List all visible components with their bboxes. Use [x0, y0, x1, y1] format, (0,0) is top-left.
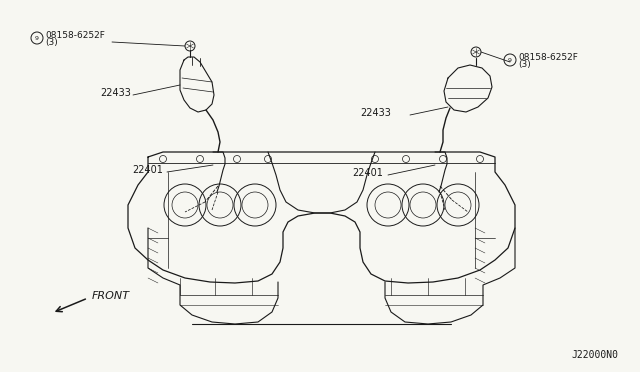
Text: (3): (3) [518, 61, 531, 70]
Text: 22433: 22433 [360, 108, 391, 118]
Text: (3): (3) [45, 38, 58, 48]
Text: FRONT: FRONT [92, 291, 130, 301]
Text: 08158-6252F: 08158-6252F [518, 54, 578, 62]
Text: 22401: 22401 [132, 165, 163, 175]
Text: J22000N0: J22000N0 [571, 350, 618, 360]
Text: 22401: 22401 [352, 168, 383, 178]
Text: 9: 9 [35, 35, 39, 41]
Text: 9: 9 [508, 58, 512, 62]
Text: 22433: 22433 [100, 88, 131, 98]
Text: 08158-6252F: 08158-6252F [45, 32, 105, 41]
